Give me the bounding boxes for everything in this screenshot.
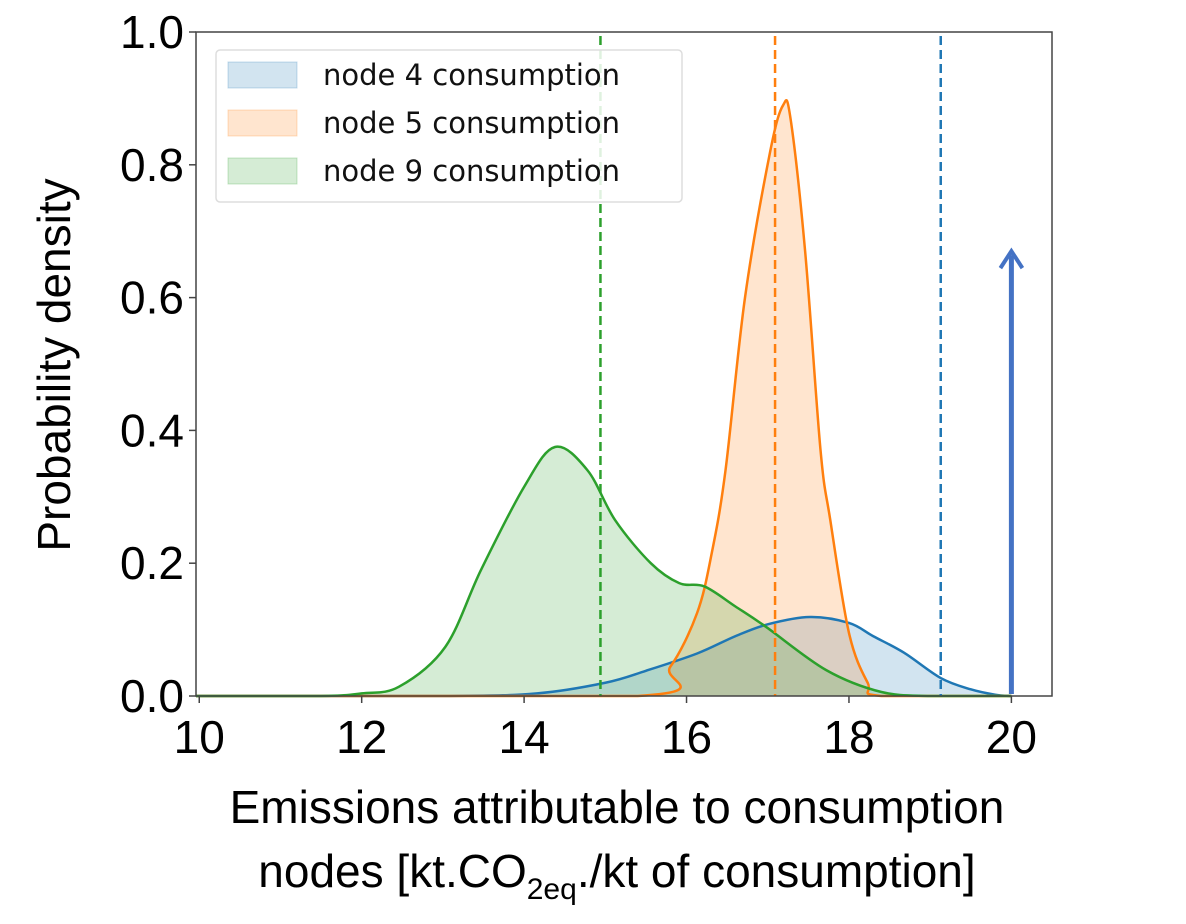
y-axis-ticks: 0.0 0.2 0.4 0.6 0.8 1.0 — [120, 6, 196, 722]
x-tick-label: 20 — [986, 711, 1037, 763]
legend-box — [215, 49, 683, 203]
x-axis-label-subscript: 2eq — [527, 873, 577, 906]
legend-swatch-node-4-consumption — [227, 61, 298, 89]
x-tick-label: 12 — [336, 711, 387, 763]
x-axis-label-line2: nodes [kt.CO2eq./kt of consumption] — [258, 845, 975, 906]
y-tick-label: 1.0 — [120, 6, 184, 58]
y-tick-label: 0.0 — [120, 670, 184, 722]
y-tick-label: 0.4 — [120, 404, 184, 456]
node-4-consumption-line — [196, 615, 1012, 698]
x-tick-label: 14 — [499, 711, 550, 763]
y-tick-label: 0.2 — [120, 537, 184, 589]
mean-lines — [599, 36, 942, 696]
x-axis-ticks: 10 12 14 16 18 20 — [174, 696, 1037, 763]
legend-label-node-9-consumption: node 9 consumption — [323, 154, 620, 188]
node-5-consumption-fill — [196, 100, 1012, 697]
x-axis-label-line1: Emissions attributable to consumption — [230, 781, 1005, 833]
y-tick-label: 0.6 — [120, 272, 184, 324]
x-axis-label-pre: nodes [kt.CO — [258, 845, 526, 897]
node-4-consumption-fill — [196, 616, 1012, 696]
arrow-head — [998, 247, 1025, 270]
x-tick-label: 18 — [823, 711, 874, 763]
node-9-consumption-fill — [196, 446, 1012, 696]
legend-swatch-node-5-consumption — [227, 109, 298, 137]
x-axis-label-post: ./kt of consumption] — [577, 845, 976, 897]
arrow-annotation — [998, 247, 1025, 694]
density-fills — [196, 100, 1012, 697]
plot-frame — [195, 31, 1053, 697]
node-9-consumption-line — [196, 445, 1012, 698]
legend-label-node-5-consumption: node 5 consumption — [323, 106, 620, 140]
legend: node 4 consumption node 5 consumption node… — [215, 49, 683, 203]
x-tick-label: 16 — [661, 711, 712, 763]
y-axis-label: Probability density — [28, 178, 80, 551]
legend-label-node-4-consumption: node 4 consumption — [323, 58, 620, 92]
legend-swatch-node-9-consumption — [227, 157, 298, 185]
y-tick-label: 0.8 — [120, 139, 184, 191]
x-tick-label: 10 — [174, 711, 225, 763]
